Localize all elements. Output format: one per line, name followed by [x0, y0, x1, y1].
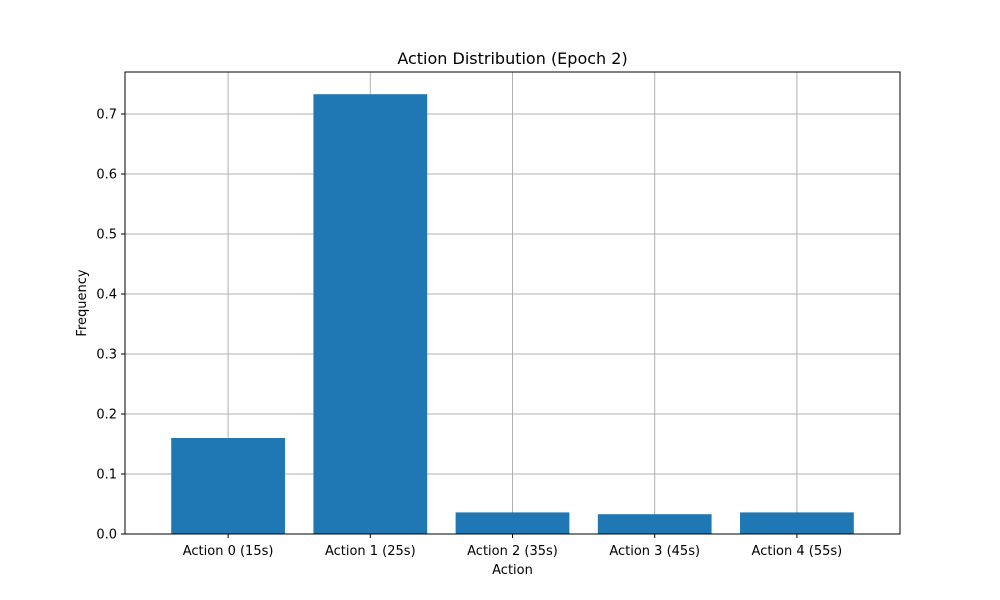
y-tick-label: 0.5 — [96, 228, 117, 243]
y-tick-label: 0.2 — [96, 408, 117, 423]
x-tick-label: Action 4 (55s) — [752, 544, 843, 559]
y-tick-label: 0.4 — [96, 288, 117, 303]
bar — [455, 512, 570, 534]
x-tick-label: Action 2 (35s) — [467, 544, 558, 559]
bar — [171, 438, 285, 534]
y-tick-label: 0.3 — [96, 348, 117, 363]
x-axis-label: Action — [492, 563, 533, 578]
x-tick-label: Action 0 (15s) — [183, 544, 274, 559]
x-tick-label: Action 1 (25s) — [325, 544, 416, 559]
y-tick-label: 0.6 — [96, 168, 117, 183]
y-tick-label: 0.0 — [96, 528, 117, 543]
bar — [313, 94, 428, 534]
ticks: 0.0 0.1 0.2 0.3 0.4 0.5 0.6 0.7 Action 0 (15s) Ac… — [96, 108, 842, 560]
x-tick-label: Action 3 (45s) — [609, 544, 700, 559]
bar — [740, 512, 854, 534]
y-axis-label: Frequency — [75, 269, 90, 336]
bars — [171, 94, 854, 534]
bar — [597, 514, 712, 534]
y-tick-label: 0.7 — [96, 108, 117, 123]
chart-title: Action Distribution (Epoch 2) — [397, 49, 627, 68]
y-tick-label: 0.1 — [96, 468, 117, 483]
